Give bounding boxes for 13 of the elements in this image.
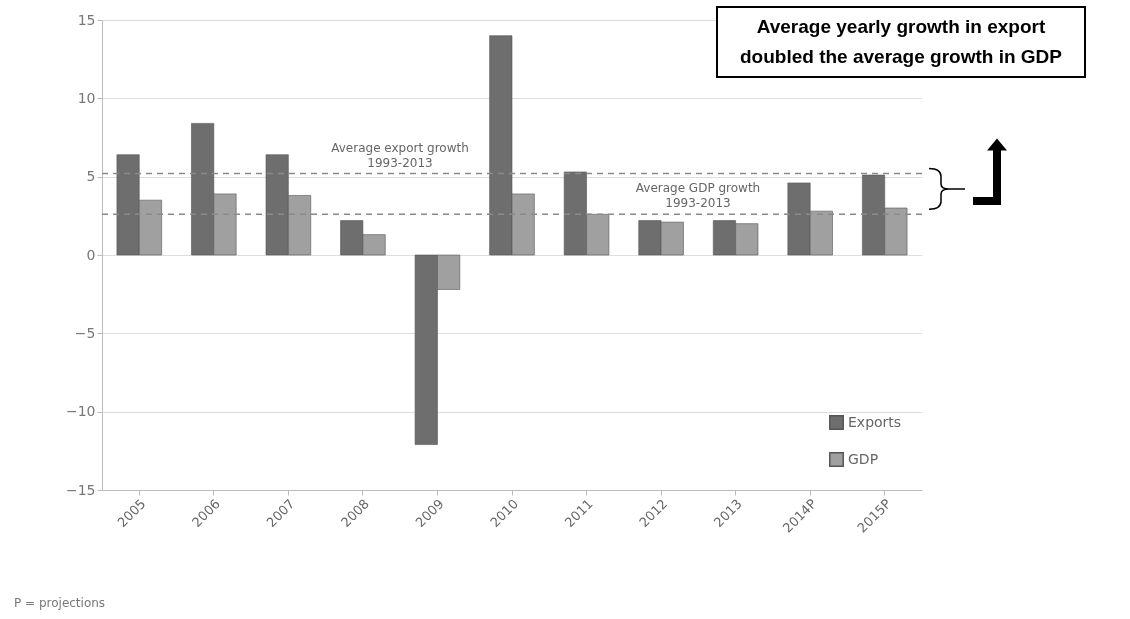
y-tick-label: 5 xyxy=(86,168,96,185)
legend-label: Exports xyxy=(848,413,902,430)
y-tick-label: 0 xyxy=(86,246,96,263)
y-tick-label: 15 xyxy=(77,11,96,28)
y-tick-label: −15 xyxy=(65,481,96,498)
text: P = projections xyxy=(14,596,106,610)
y-tick-label: 10 xyxy=(77,89,96,106)
legend-label: GDP xyxy=(848,450,879,467)
y-tick-label: −10 xyxy=(65,403,96,420)
annotation: Average yearly growth in export doubled the average growth in GDP xyxy=(716,6,1086,78)
ref-line-label: Average GDP growth 1993-2013 xyxy=(635,181,761,211)
y-tick-label: −5 xyxy=(74,324,96,341)
ref-line-label: Average export growth 1993-2013 xyxy=(331,140,469,170)
